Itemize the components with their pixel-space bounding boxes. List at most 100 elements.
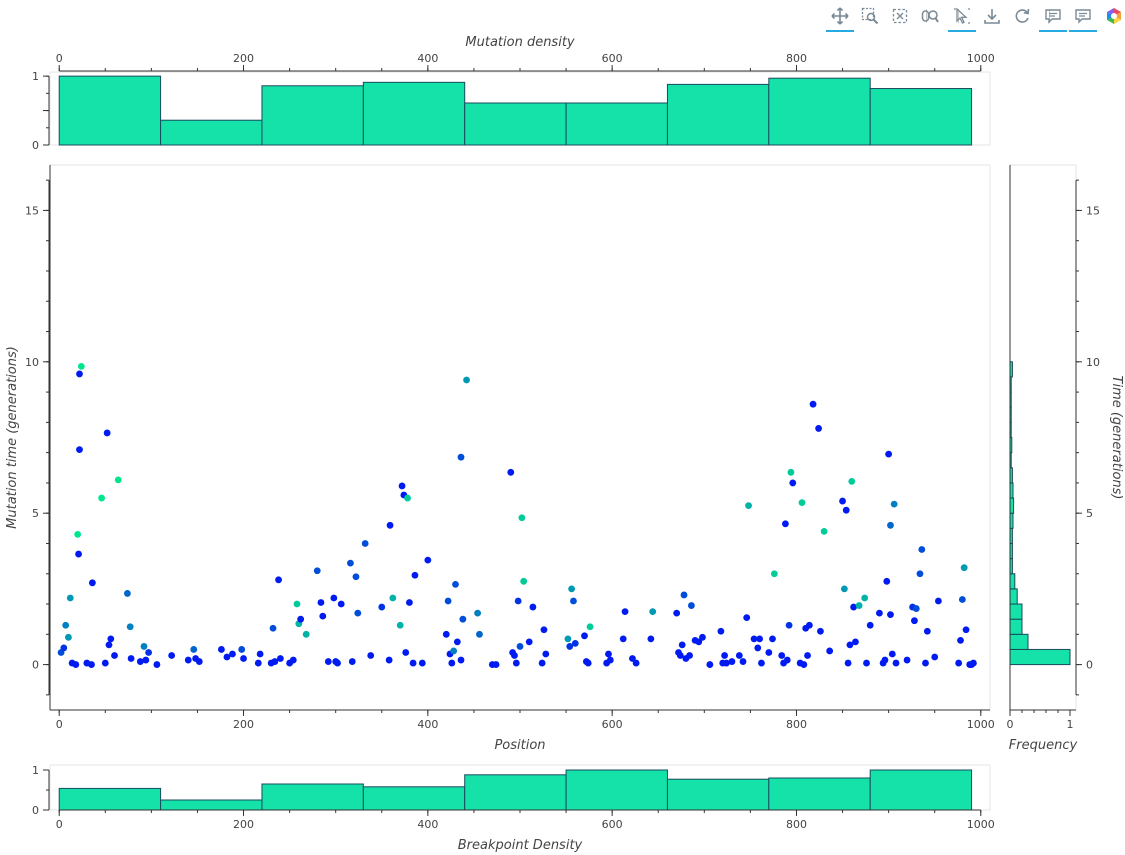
tap-select-tool[interactable]	[948, 4, 976, 32]
histogram-bar	[1009, 573, 1016, 590]
data-point	[695, 638, 703, 646]
histogram-bar	[869, 88, 973, 146]
data-point	[686, 652, 693, 659]
hover-tool-1[interactable]	[1039, 4, 1067, 32]
x-tick-label: 800	[786, 818, 807, 831]
x-tick-label: 600	[602, 718, 623, 731]
data-point	[540, 626, 548, 634]
data-point	[124, 590, 131, 597]
data-point	[538, 659, 546, 667]
data-point	[184, 656, 192, 664]
data-point	[396, 621, 404, 629]
reset-tool[interactable]	[1010, 4, 1034, 28]
data-point	[398, 482, 406, 490]
histogram-bar	[58, 75, 162, 146]
data-point	[385, 656, 393, 664]
histogram-bar	[666, 83, 770, 146]
data-point	[424, 556, 432, 564]
toolbar-separator	[958, 9, 959, 23]
histogram-bar	[1009, 633, 1029, 650]
axis-title: Breakpoint Density	[458, 838, 583, 853]
data-point	[352, 573, 360, 581]
data-point	[402, 649, 410, 656]
data-point	[142, 656, 150, 664]
data-point	[77, 362, 85, 370]
data-point	[883, 577, 891, 585]
data-point	[452, 580, 459, 588]
data-point	[409, 659, 417, 667]
save-icon	[984, 9, 1000, 24]
y-tick-label: 0	[32, 659, 39, 672]
mutation-scatter-chart: 0 200 400 600 800 1000 0 5 10 15 Position Mutation …	[5, 164, 995, 753]
data-point	[912, 605, 920, 612]
data-point	[699, 633, 706, 641]
y-tick-label: 5	[1086, 507, 1093, 520]
hover-tool-2[interactable]	[1069, 4, 1097, 32]
data-point	[136, 658, 144, 665]
histogram-bar	[160, 799, 263, 811]
data-point	[789, 479, 797, 487]
data-point	[74, 530, 82, 538]
data-point	[809, 400, 817, 408]
data-point	[153, 661, 161, 668]
wheel-zoom-tool[interactable]	[918, 4, 942, 28]
box-zoom-tool[interactable]	[858, 4, 882, 28]
data-point	[348, 658, 356, 665]
box-select-tool[interactable]	[888, 4, 912, 28]
data-point	[520, 577, 528, 585]
data-point	[411, 571, 419, 579]
data-point	[769, 635, 776, 643]
data-point	[903, 656, 911, 664]
data-point	[785, 621, 793, 629]
data-point	[881, 656, 889, 664]
data-point	[728, 658, 736, 665]
data-point	[442, 630, 450, 638]
data-point	[721, 652, 728, 659]
data-point	[334, 659, 341, 667]
data-point	[848, 478, 856, 485]
x-tick-label: 1000	[967, 718, 995, 731]
plot-toolbar	[822, 0, 1125, 32]
data-point	[457, 453, 465, 461]
x-tick-label: 200	[233, 52, 254, 65]
data-point	[584, 659, 592, 667]
data-point	[512, 659, 520, 667]
bokeh-logo-icon	[1107, 8, 1121, 24]
x-tick-label: 600	[602, 818, 623, 831]
data-point	[114, 476, 122, 484]
data-point	[271, 658, 279, 665]
data-point	[453, 638, 461, 646]
data-point	[934, 597, 942, 605]
data-point	[756, 635, 764, 643]
x-tick-label: 200	[233, 718, 254, 731]
bokeh-logo[interactable]	[1102, 4, 1125, 28]
data-point	[514, 597, 522, 605]
wheel-zoom-icon	[921, 10, 939, 23]
data-point	[418, 659, 426, 667]
data-point	[101, 659, 109, 667]
data-point	[570, 597, 577, 605]
y-tick-label: 0	[32, 804, 39, 817]
data-point	[276, 655, 284, 662]
data-point	[678, 641, 686, 649]
x-tick-label: 200	[233, 818, 254, 831]
data-point	[463, 376, 470, 384]
histogram-bar	[160, 119, 263, 146]
data-point	[876, 609, 883, 617]
data-point	[887, 521, 894, 529]
pan-tool[interactable]	[826, 4, 854, 32]
data-point	[240, 655, 247, 662]
data-point	[866, 621, 874, 629]
data-point	[958, 596, 966, 603]
breakpoint-density-chart: 0 200 400 600 800 1000 0 1 Breakpoint Density	[32, 764, 995, 853]
data-point	[619, 635, 627, 643]
data-point	[518, 514, 526, 522]
data-point	[800, 661, 808, 668]
data-point	[289, 656, 297, 664]
histogram-bar	[869, 769, 973, 811]
data-point	[970, 659, 977, 667]
data-point	[354, 609, 362, 617]
data-point	[820, 527, 828, 535]
data-point	[361, 540, 369, 547]
save-tool[interactable]	[980, 4, 1004, 28]
